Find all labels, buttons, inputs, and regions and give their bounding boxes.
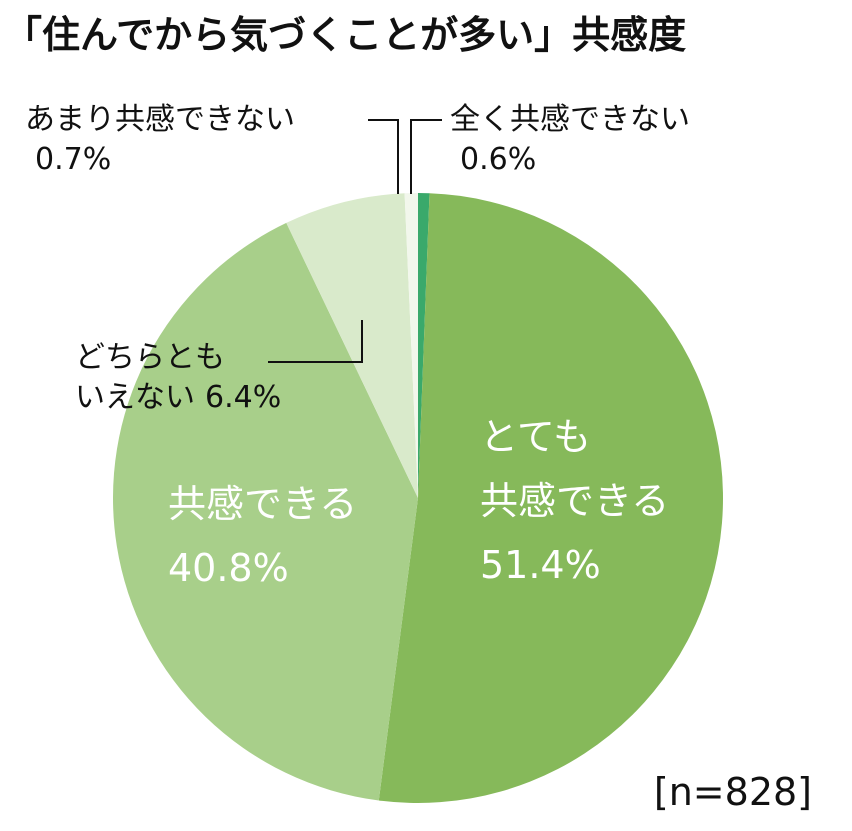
leader-line <box>368 119 399 194</box>
sample-size: [n=828] <box>653 770 812 814</box>
category-label: 共感できる <box>168 482 358 526</box>
pie-slice <box>113 222 418 801</box>
leader-line <box>268 320 363 363</box>
slice-label: 全く共感できない 0.6% <box>450 100 690 180</box>
value-label: 6.4% <box>205 380 282 415</box>
slice-label: あまり共感できない 0.7% <box>25 100 295 180</box>
slice-label: どちらとも いえない 6.4% <box>75 338 281 418</box>
category-label: 全く共感できない <box>450 102 690 137</box>
pie-slice <box>378 193 724 804</box>
leader-line <box>410 119 442 194</box>
chart-title: 「住んでから気づくことが多い」共感度 <box>4 13 687 57</box>
category-label: あまり共感できない <box>25 102 295 137</box>
slice-label: とても 共感できる 51.4% <box>480 405 669 597</box>
value-label: 0.7% <box>35 142 112 177</box>
pie-slice <box>286 193 418 499</box>
value-label: 51.4% <box>480 543 601 587</box>
value-label: 40.8% <box>168 546 289 590</box>
pie-slice <box>418 193 430 498</box>
slice-label: 共感できる 40.8% <box>168 472 357 600</box>
category-label: どちらとも いえない <box>75 340 225 415</box>
value-label: 0.6% <box>460 142 537 177</box>
category-label: とても 共感できる <box>480 415 670 523</box>
pie-slice <box>404 193 418 498</box>
